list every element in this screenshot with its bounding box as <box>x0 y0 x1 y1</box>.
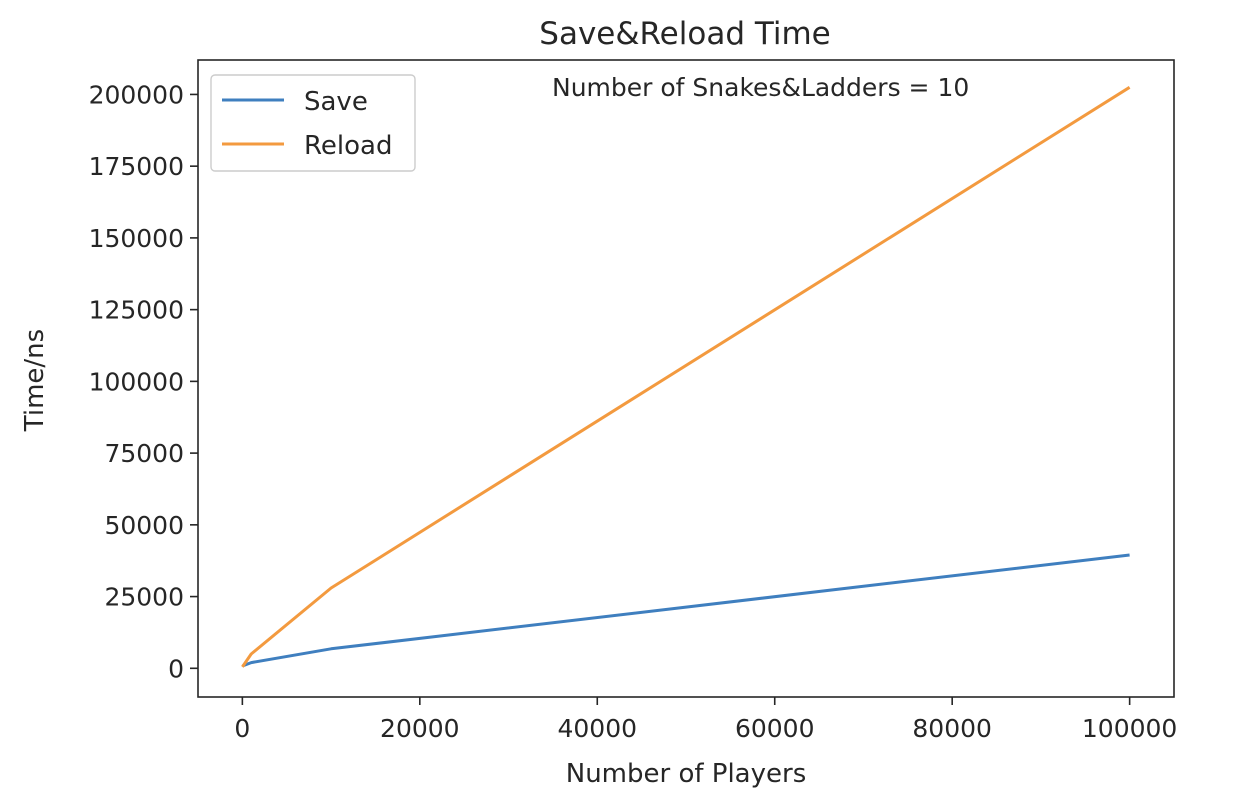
x-tick-label: 40000 <box>558 714 638 743</box>
x-tick-label: 100000 <box>1082 714 1177 743</box>
chart-annotation: Number of Snakes&Ladders = 10 <box>552 73 969 102</box>
legend-label-save: Save <box>304 87 368 117</box>
y-tick-label: 25000 <box>104 583 184 612</box>
series-layer <box>241 86 1131 668</box>
y-tick-label: 175000 <box>89 152 184 181</box>
y-tick-label: 150000 <box>89 224 184 253</box>
y-axis-title: Time/ns <box>20 329 50 432</box>
y-axis: 0 25000 50000 75000 100000 125000 150000 175000… <box>89 80 198 683</box>
series-line-save <box>241 553 1130 668</box>
x-tick-label: 80000 <box>912 714 992 743</box>
chart-title: Save&Reload Time <box>539 16 830 52</box>
y-tick-label: 100000 <box>89 367 184 396</box>
series-line-reload <box>241 86 1131 668</box>
y-tick-label: 125000 <box>89 296 184 325</box>
x-tick-label: 60000 <box>735 714 815 743</box>
y-tick-label: 200000 <box>89 80 184 109</box>
plot-frame <box>197 59 1175 698</box>
y-tick-label: 75000 <box>104 439 184 468</box>
x-tick-label: 20000 <box>380 714 460 743</box>
x-axis: 0 20000 40000 60000 80000 100000 <box>234 697 1177 743</box>
legend: Save Reload <box>210 74 416 172</box>
y-tick-label: 50000 <box>104 511 184 540</box>
legend-label-reload: Reload <box>304 131 392 161</box>
y-tick-label: 0 <box>168 654 184 683</box>
x-tick-label: 0 <box>234 714 250 743</box>
x-axis-title: Number of Players <box>566 759 807 789</box>
